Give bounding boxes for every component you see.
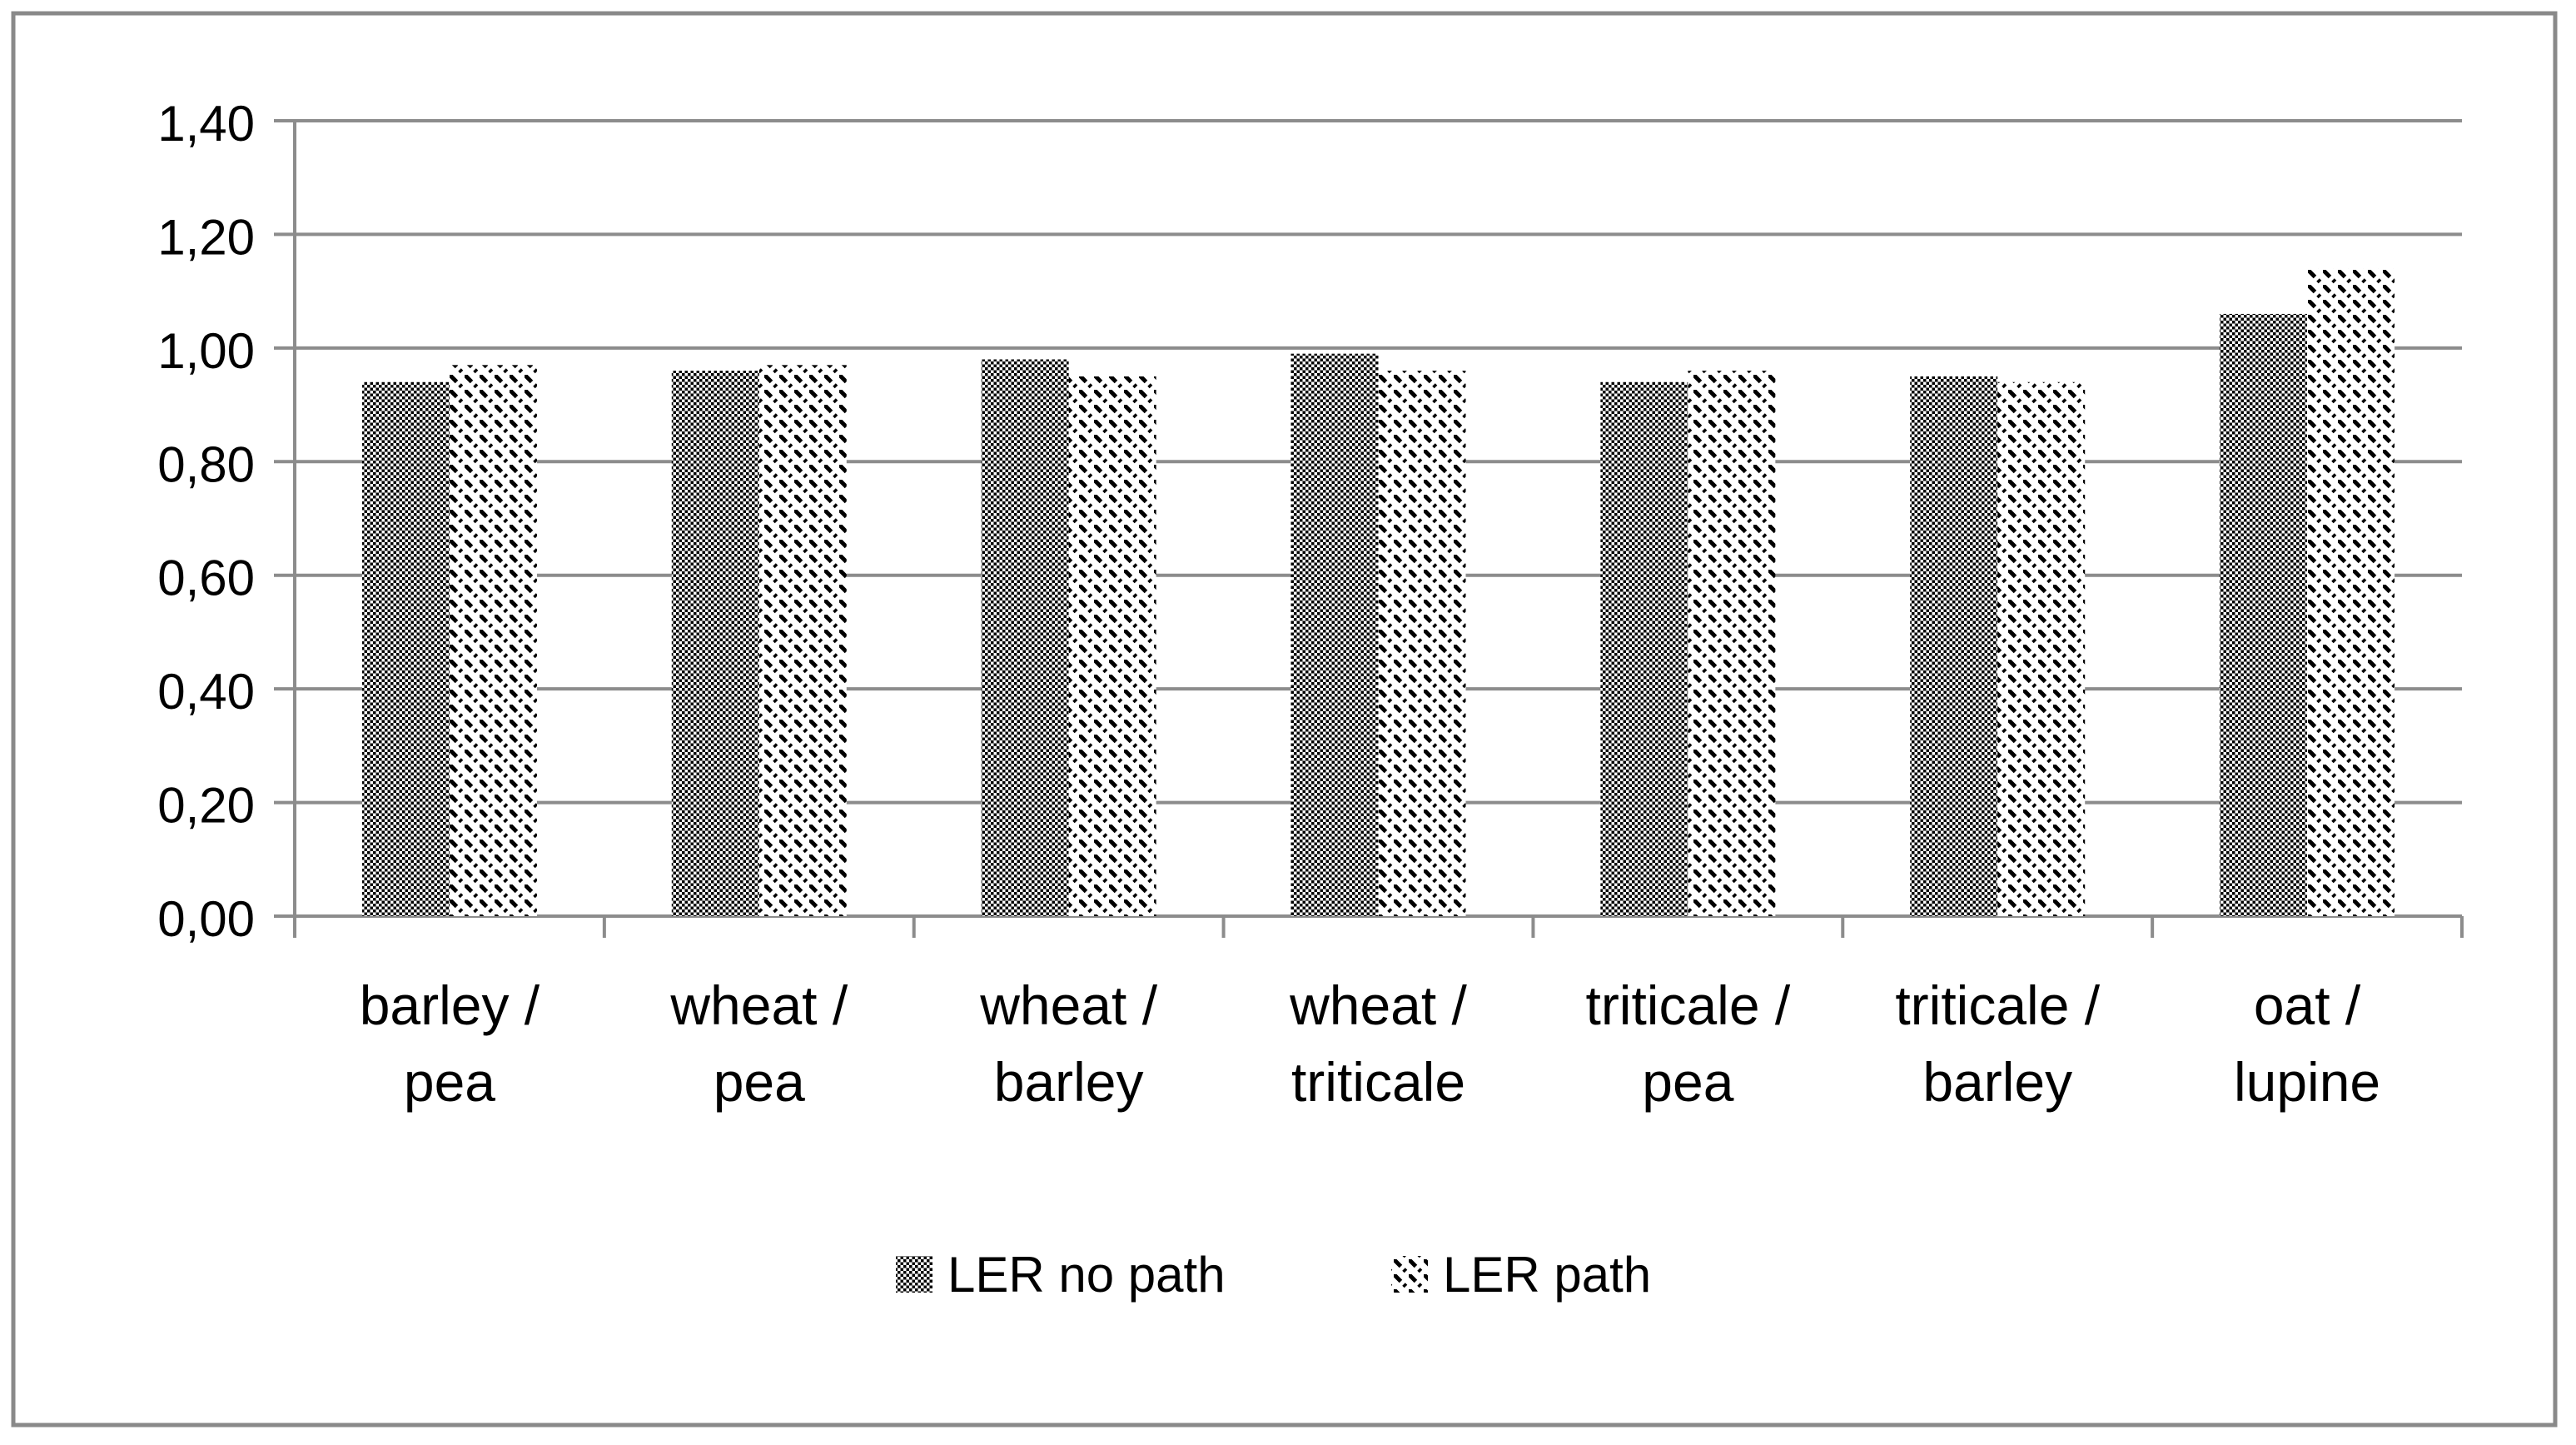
bar-ler-path <box>1378 371 1466 917</box>
legend-item-ler-path: LER path <box>1391 1247 1651 1303</box>
bar-ler-no-path <box>981 359 1069 916</box>
bar-ler-path <box>2307 268 2395 916</box>
category-label-line2: pea <box>1642 1051 1733 1113</box>
y-tick-label: 1,40 <box>157 96 255 152</box>
bar-ler-path <box>758 365 847 917</box>
category-label-line1: barley / <box>360 974 540 1036</box>
y-tick-label: 1,20 <box>157 209 255 265</box>
category-label-line2: pea <box>404 1051 495 1113</box>
category-label-line2: barley <box>994 1051 1144 1113</box>
legend-item-ler-no-path: LER no path <box>896 1247 1226 1303</box>
category-label-line2: pea <box>714 1051 805 1113</box>
legend-swatch-ler-path <box>1391 1256 1428 1293</box>
category-label-line2: barley <box>1922 1051 2072 1113</box>
bar-ler-no-path <box>1290 353 1379 916</box>
category-label-line1: oat / <box>2254 974 2361 1036</box>
bar-ler-no-path <box>1910 376 1998 916</box>
y-tick-label: 0,20 <box>157 778 255 834</box>
legend: LER no path LER path <box>896 1247 1651 1303</box>
category-label: wheat / triticale <box>1289 974 1467 1113</box>
figure-border <box>11 11 2558 1428</box>
category-label: triticale / pea <box>1585 974 1790 1113</box>
y-tick-label: 1,00 <box>157 323 255 379</box>
category-label-line2: lupine <box>2234 1051 2380 1113</box>
series-ler-no-path <box>361 313 2308 917</box>
category-label-line1: wheat / <box>979 974 1157 1036</box>
legend-label-ler-no-path: LER no path <box>947 1247 1226 1303</box>
bar-ler-path <box>1688 371 1776 917</box>
category-label: triticale / barley <box>1895 974 2100 1113</box>
y-tick-label: 0,80 <box>157 436 255 492</box>
legend-label-ler-path: LER path <box>1443 1247 1651 1303</box>
category-label-line2: triticale <box>1291 1051 1465 1113</box>
bar-ler-path <box>449 365 537 917</box>
y-tick-label: 0,40 <box>157 664 255 720</box>
category-label-line1: triticale / <box>1585 974 1790 1036</box>
category-label-line1: wheat / <box>1289 974 1467 1036</box>
y-tick-label: 0,00 <box>157 891 255 947</box>
y-tick-label: 0,60 <box>157 551 255 606</box>
bar-ler-no-path <box>2220 313 2308 916</box>
category-label: wheat / barley <box>979 974 1157 1113</box>
bar-ler-no-path <box>671 371 759 917</box>
category-label-line1: wheat / <box>669 974 848 1036</box>
bar-ler-path <box>1068 376 1156 916</box>
bar-ler-no-path <box>361 381 450 916</box>
bar-ler-path <box>1997 381 2086 916</box>
category-label: barley / pea <box>360 974 540 1113</box>
bar-ler-no-path <box>1600 381 1688 916</box>
category-label-line1: triticale / <box>1895 974 2100 1036</box>
legend-swatch-ler-no-path <box>896 1256 932 1293</box>
category-label: oat / lupine <box>2234 974 2380 1113</box>
category-label: wheat / pea <box>669 974 848 1113</box>
series-ler-path <box>449 268 2395 917</box>
